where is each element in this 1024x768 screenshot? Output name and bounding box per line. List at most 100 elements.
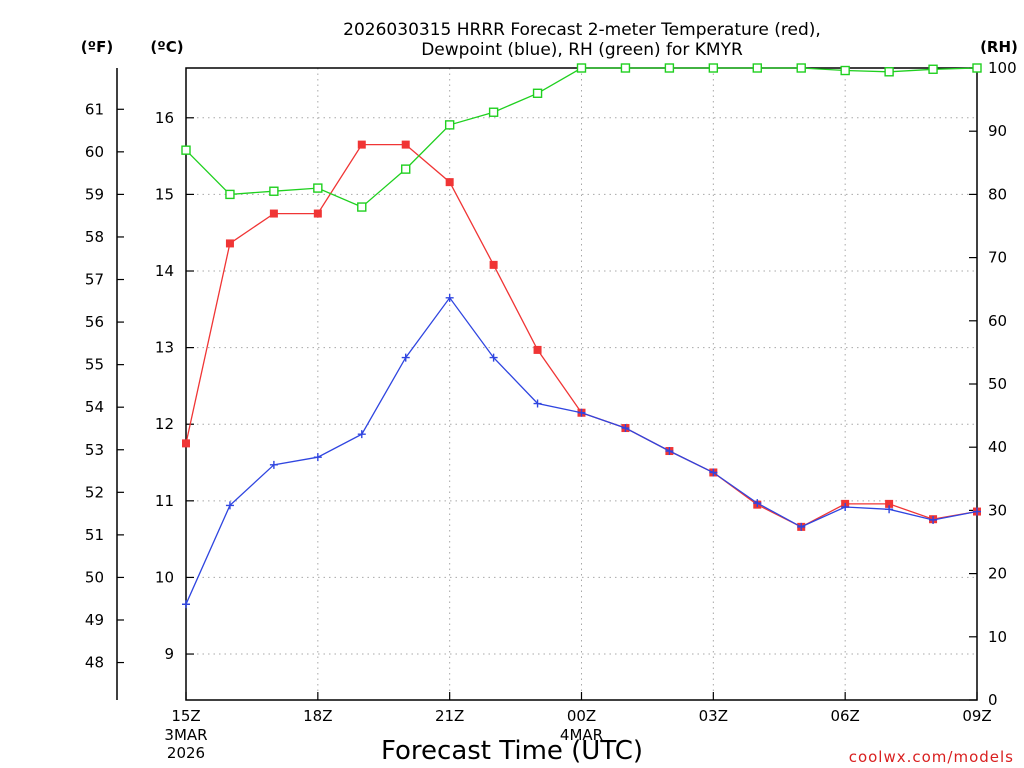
celsius-tick-label: 15 <box>155 185 174 203</box>
rh-point <box>313 183 323 193</box>
dewpoint-point <box>973 507 981 516</box>
fahrenheit-tick-label: 51 <box>85 526 104 544</box>
dewpoint-point <box>401 353 410 362</box>
celsius-tick-label: 14 <box>155 262 174 280</box>
fahrenheit-tick-label: 57 <box>85 271 104 289</box>
dewpoint-point <box>885 505 894 514</box>
rh-point <box>225 189 235 200</box>
x-tick-label: 00Z <box>567 707 596 725</box>
temperature-point <box>357 140 366 149</box>
celsius-unit-label: (ºC) <box>150 38 183 56</box>
rh-tick-label: 80 <box>988 185 1007 203</box>
dewpoint-point <box>357 430 366 439</box>
fahrenheit-tick-label: 58 <box>85 228 104 246</box>
x-tick-label: 09Z <box>962 707 991 725</box>
dewpoint-point <box>797 522 806 531</box>
dewpoint-point <box>313 453 322 462</box>
fahrenheit-tick-label: 61 <box>85 100 104 118</box>
x-tick-label: 03Z <box>699 707 728 725</box>
fahrenheit-tick-label: 55 <box>85 356 104 374</box>
celsius-tick-label: 13 <box>155 339 174 357</box>
dewpoint-point <box>929 515 938 524</box>
rh-point <box>401 164 411 174</box>
rh-point <box>972 63 982 73</box>
x-tick-label: 15Z <box>171 707 200 725</box>
rh-tick-label: 60 <box>988 312 1007 330</box>
x-tick-year-label: 2026 <box>167 744 205 762</box>
rh-point <box>181 145 191 155</box>
rh-tick-label: 50 <box>988 375 1007 393</box>
celsius-tick-label: 11 <box>155 492 174 510</box>
rh-tick-label: 100 <box>988 59 1017 77</box>
x-tick-label: 21Z <box>435 707 464 725</box>
rh-tick-label: 90 <box>988 122 1007 140</box>
chart-title-line2: Dewpoint (blue), RH (green) for KMYR <box>421 40 743 60</box>
rh-tick-label: 40 <box>988 438 1007 456</box>
rh-unit-label: (RH) <box>980 38 1018 56</box>
rh-point <box>488 107 499 117</box>
rh-point <box>664 63 675 73</box>
rh-point <box>840 65 850 76</box>
dewpoint-point <box>665 447 674 456</box>
temperature-point <box>445 178 454 187</box>
dewpoint-point <box>269 460 278 469</box>
temperature-point <box>885 499 894 508</box>
rh-point <box>708 63 719 73</box>
x-tick-label: 06Z <box>830 707 859 725</box>
rh-point <box>269 186 279 196</box>
dewpoint-point <box>577 408 586 417</box>
dewpoint-point <box>182 600 190 609</box>
dewpoint-series <box>182 293 981 609</box>
rh-tick-label: 0 <box>988 691 998 709</box>
rh-point <box>444 120 455 130</box>
rh-tick-label: 20 <box>988 565 1007 583</box>
dewpoint-point <box>841 502 850 511</box>
fahrenheit-tick-label: 52 <box>85 483 104 501</box>
fahrenheit-tick-label: 50 <box>85 568 104 586</box>
rh-point <box>576 63 587 73</box>
celsius-tick-label: 9 <box>164 645 174 663</box>
rh-point <box>928 64 938 74</box>
rh-point <box>357 202 367 212</box>
credit-link[interactable]: coolwx.com/models <box>849 748 1014 766</box>
fahrenheit-tick-label: 49 <box>85 611 104 629</box>
axes <box>116 67 978 701</box>
celsius-tick-label: 16 <box>155 109 174 127</box>
fahrenheit-tick-label: 53 <box>85 441 104 459</box>
fahrenheit-tick-label: 48 <box>85 654 104 672</box>
fahrenheit-unit-label: (ºF) <box>81 38 113 56</box>
x-tick-date-label: 4MAR <box>560 726 603 744</box>
rh-point <box>620 63 631 73</box>
x-axis-title: Forecast Time (UTC) <box>381 736 643 766</box>
temperature-point <box>533 345 542 354</box>
rh-point <box>532 88 543 98</box>
fahrenheit-tick-label: 54 <box>85 398 104 416</box>
temperature-point <box>401 140 410 149</box>
tick-labels: 48 49 50 51 52 53 54 55 56 57 58 59 60 61 9 10 11 12 13 14 1… <box>85 59 1017 762</box>
celsius-tick-label: 12 <box>155 415 174 433</box>
x-tick-label: 18Z <box>303 707 332 725</box>
dewpoint-point <box>489 353 498 362</box>
x-tick-date-label: 3MAR <box>164 726 207 744</box>
temperature-series <box>182 140 981 531</box>
dewpoint-point <box>445 293 454 302</box>
rh-point <box>752 63 762 73</box>
dewpoint-point <box>753 499 762 508</box>
temperature-point <box>225 239 234 248</box>
chart-title-line1: 2026030315 HRRR Forecast 2-meter Tempera… <box>343 20 821 40</box>
rh-tick-label: 30 <box>988 501 1007 519</box>
data-series <box>181 63 982 609</box>
dewpoint-point <box>709 468 718 477</box>
temperature-point <box>489 260 498 269</box>
rh-series <box>181 63 982 212</box>
temperature-point <box>182 439 190 448</box>
dewpoint-point <box>225 501 234 510</box>
dewpoint-point <box>533 399 542 408</box>
rh-point <box>884 67 894 77</box>
rh-line <box>185 67 978 208</box>
rh-tick-label: 70 <box>988 249 1007 267</box>
temperature-point <box>313 209 322 218</box>
fahrenheit-tick-label: 56 <box>85 313 104 331</box>
fahrenheit-tick-label: 60 <box>85 143 104 161</box>
